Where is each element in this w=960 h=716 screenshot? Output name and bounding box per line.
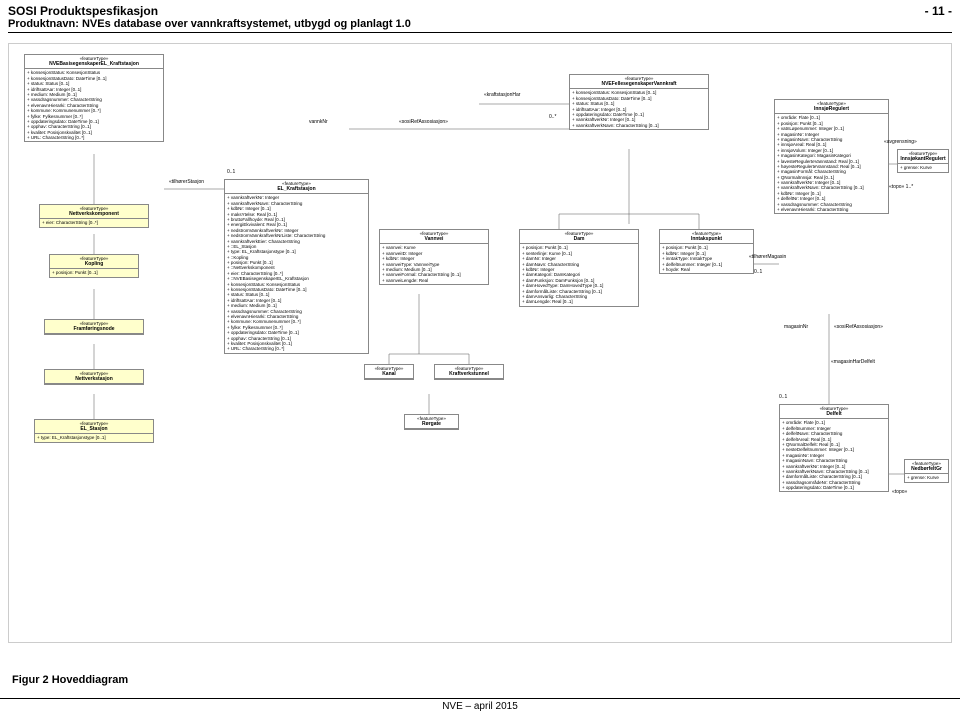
class-nettverkstasjon: «featureType»Nettverkstasjon	[44, 369, 144, 385]
lbl-tilhorermagasin: «tilhørerMagasin	[749, 254, 786, 260]
lbl-avgrensning: «avgrensning»	[884, 139, 917, 145]
lbl-magasinnr: magasinNr	[784, 324, 808, 330]
lbl-01: 0..1	[227, 169, 235, 175]
lbl-sosiref2: «sosiRefAssosiasjon»	[834, 324, 883, 330]
page-header: SOSI Produktspesfikasjon - 11 - Produktn…	[0, 0, 960, 43]
lbl-magasinhardelfelt: «magasinHarDelfelt	[831, 359, 875, 365]
uml-diagram: «featureType»NVEBasisegenskaperEL_Krafts…	[8, 43, 952, 643]
lbl-topo1: «topo» 1..*	[889, 184, 913, 190]
class-kopling: «featureType»Kopling + posisjon: Punkt […	[49, 254, 139, 278]
class-nettverkskomponent: «featureType»Nettverkskomponent + eier: …	[39, 204, 149, 228]
class-nedborfeltgr: «featureType»NedbørfeltGr + grense: Kurv…	[904, 459, 949, 483]
lbl-01b: 0..1	[779, 394, 787, 400]
lbl-01c: 0..1	[754, 269, 762, 275]
lbl-vannknr: vannkNr	[309, 119, 328, 125]
class-kanal: «featureType»Kanal	[364, 364, 414, 380]
lbl-topo: «topo»	[892, 489, 907, 495]
lbl-kraftstasjonhar: «kraftstasjonHar	[484, 92, 520, 98]
figure-caption: Figur 2 Hoveddiagram	[12, 674, 128, 686]
class-dam: «featureType»Dam + posisjon: Punkt [0..1…	[519, 229, 639, 307]
lbl-sosiref: «sosiRefAssosiasjon»	[399, 119, 448, 125]
class-elstasjon: «featureType»EL_Stasjon + type: EL_Kraft…	[34, 419, 154, 443]
class-nvefelles: «featureType»NVEFellesegenskaperVannkraf…	[569, 74, 709, 130]
lbl-tilhorerstasjon: «tilhørerStasjon	[169, 179, 204, 185]
class-framforingsnode: «featureType»Framføringsnode	[44, 319, 144, 335]
class-rorgate: «featureType»Rørgate	[404, 414, 459, 430]
class-delfelt: «featureType»Delfelt + område: Flate [0.…	[779, 404, 889, 492]
class-elkraftstasjon: «featureType»EL_Kraftstasjon + vannkraft…	[224, 179, 369, 354]
doc-subtitle: Produktnavn: NVEs database over vannkraf…	[8, 18, 952, 30]
class-vannvei: «featureType»Vannvei + vannvei: Kurve+ v…	[379, 229, 489, 285]
page-footer: NVE – april 2015	[0, 698, 960, 712]
page-number: - 11 -	[925, 4, 952, 18]
class-innsjokantregulert: «featureType»InnsjøkantRegulert + grense…	[897, 149, 949, 173]
class-nvebasis: «featureType»NVEBasisegenskaperEL_Krafts…	[24, 54, 164, 142]
class-inntakspunkt: «featureType»Inntakspunkt + posisjon: Pu…	[659, 229, 754, 274]
lbl-0star: 0..*	[549, 114, 557, 120]
doc-title: SOSI Produktspesfikasjon	[8, 4, 158, 18]
class-innsjoregulert: «featureType»InnsjøRegulert + område: Fl…	[774, 99, 889, 214]
class-kraftverkstunnel: «featureType»Kraftverkstunnel	[434, 364, 504, 380]
